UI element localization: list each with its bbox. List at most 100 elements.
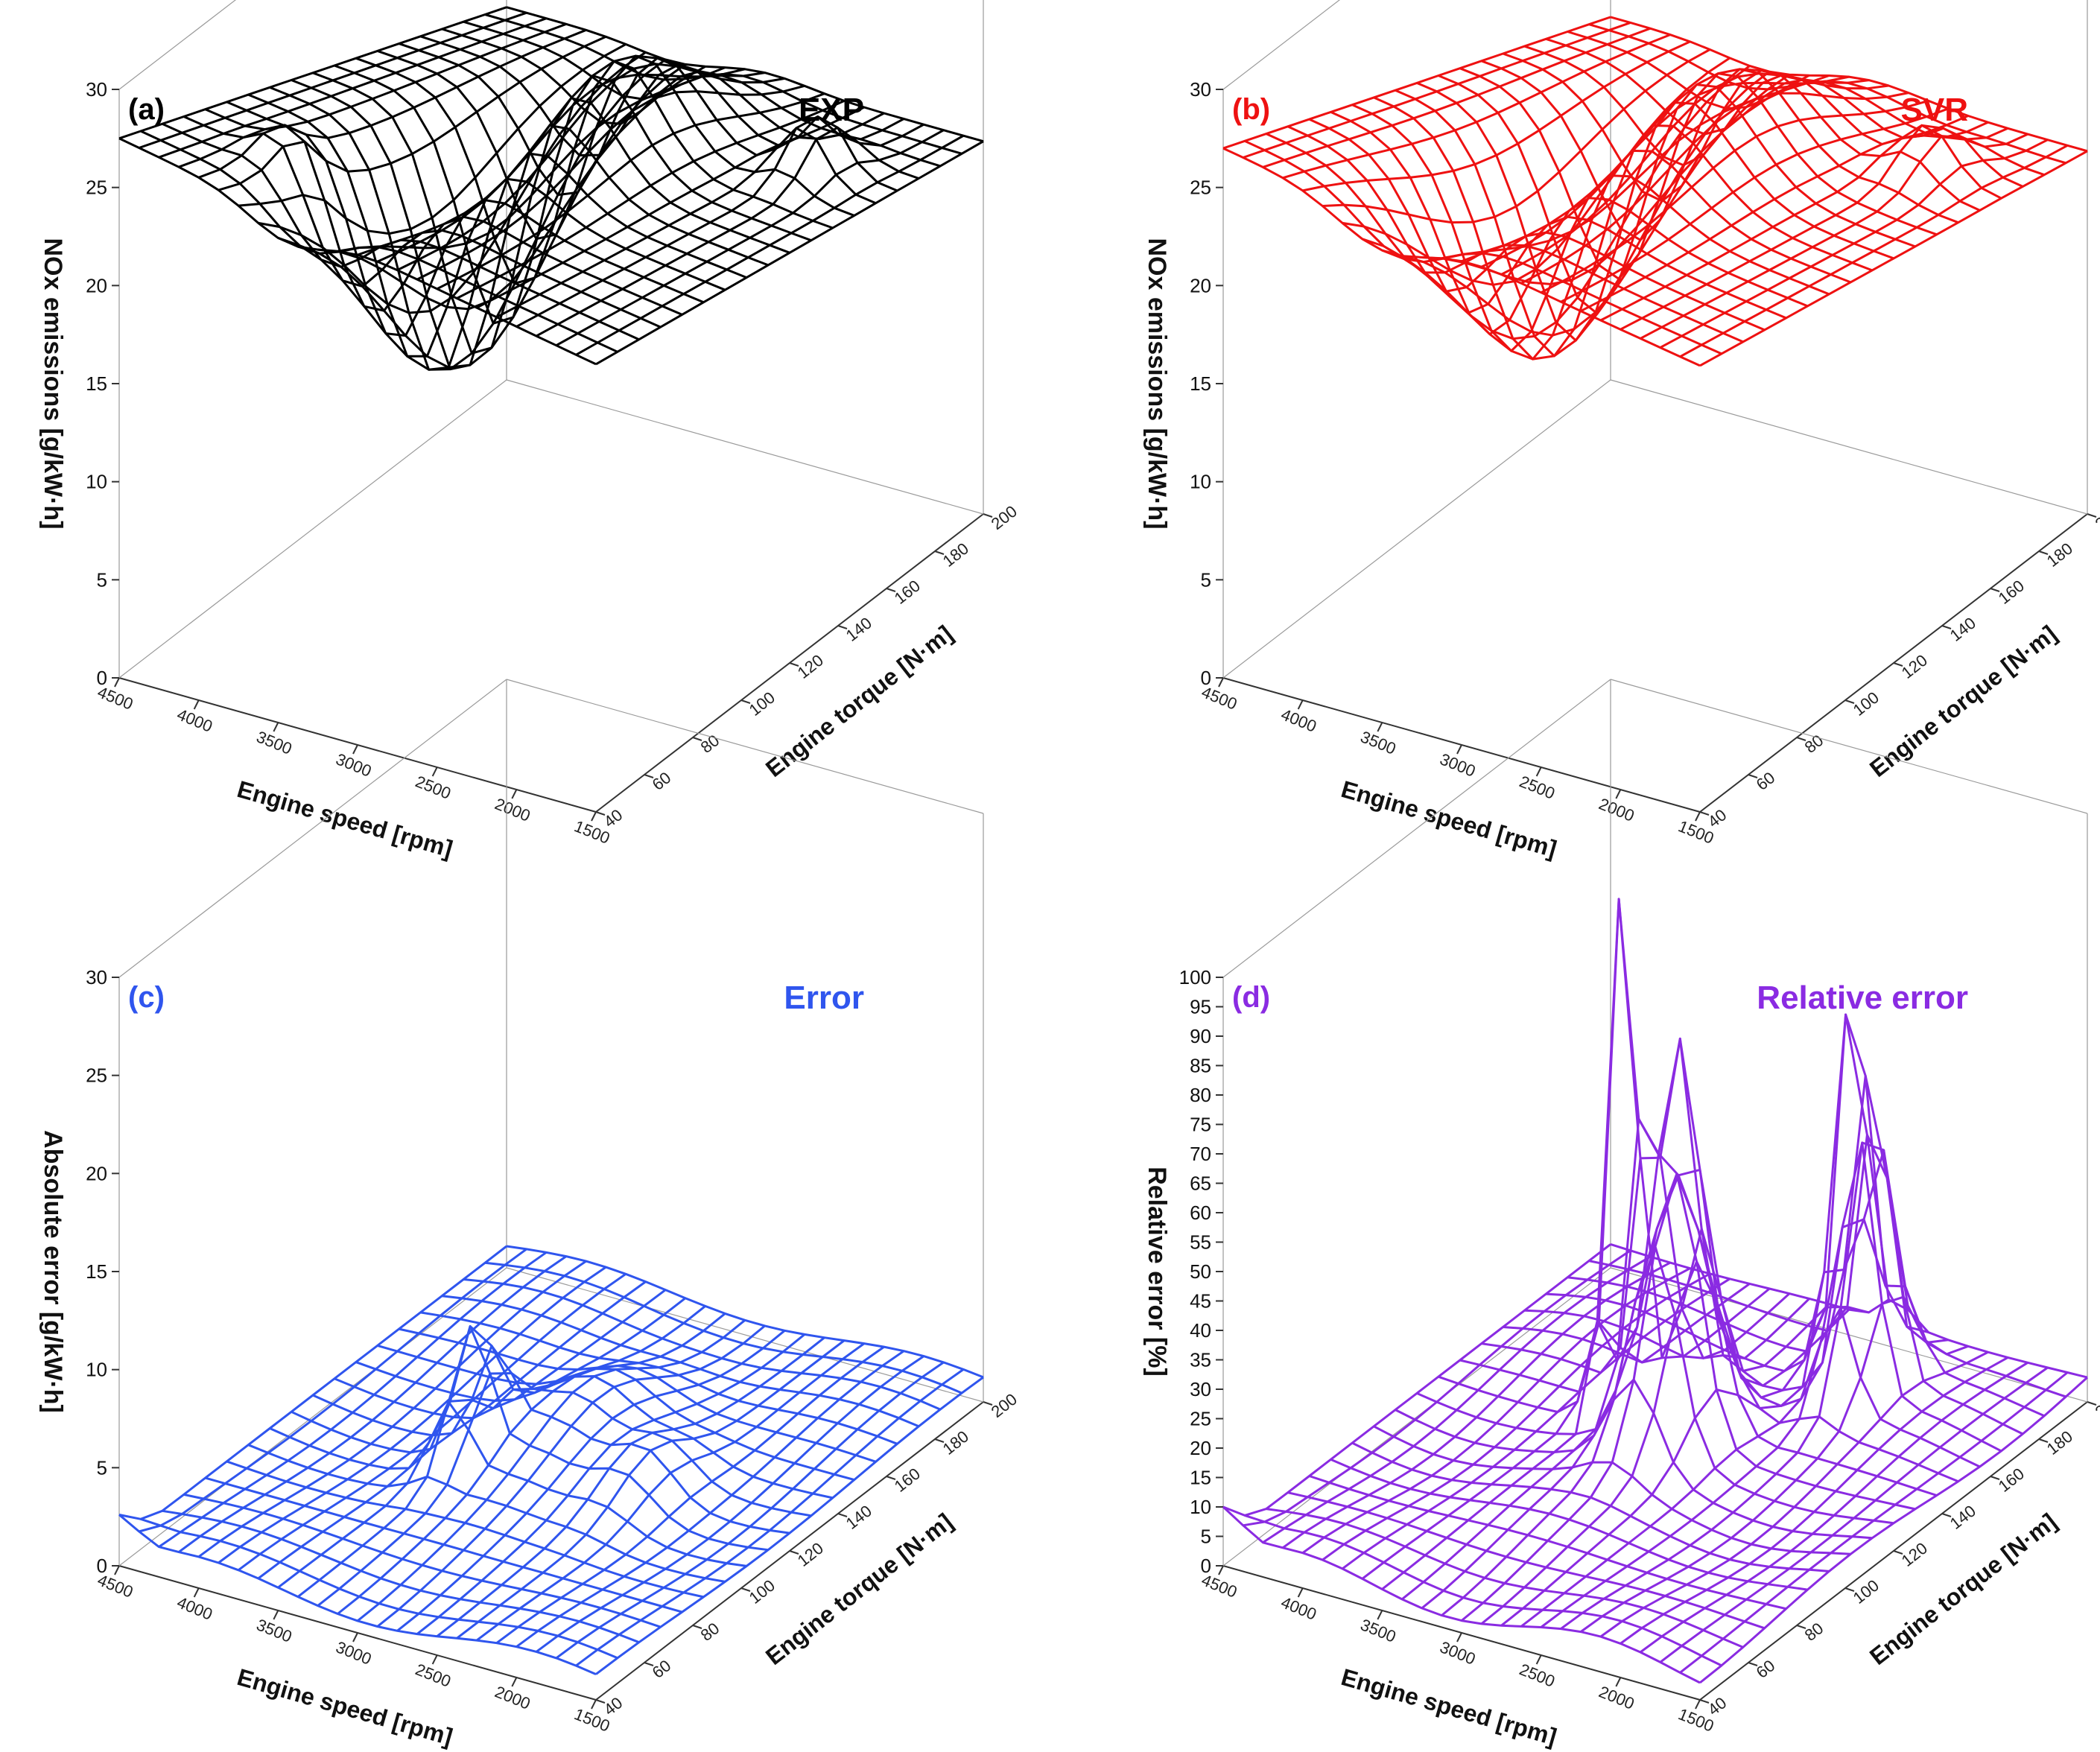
z-tick-label: 15 [1190,372,1211,395]
y-tick-label: 200 [2092,1390,2100,1421]
mesh-line-speed [178,1255,567,1553]
z-tick-label: 20 [86,274,107,296]
x-tick-label: 4500 [95,682,136,714]
y-tick-label: 60 [1753,1656,1779,1682]
x-tick-label: 2500 [413,1660,454,1691]
axis-box [118,679,984,1701]
z-tick-label: 85 [1190,1055,1211,1077]
x-tick-label: 3000 [1437,749,1478,781]
x-tick-label: 2000 [1596,794,1637,825]
x-tick-label: 3500 [254,1615,295,1646]
mesh-line-torque [442,1295,919,1428]
y-tick-label: 60 [1753,768,1779,794]
mesh-line-torque [1330,111,1808,336]
mesh-line-torque [1503,1228,1981,1468]
y-tick-mark [934,1438,945,1443]
y-axis-title: Engine torque [N·m] [1865,620,2062,782]
x-tick-mark [1218,677,1224,688]
panel-b: 0510152025304500400035003000250020001500… [1143,0,2100,863]
z-tick-label: 30 [86,78,107,101]
mesh-line-torque [506,6,984,143]
z-ticks: 0 5 10 15 20 25 30 [86,966,119,1577]
mesh-line-speed [1679,1371,2069,1674]
mesh-line-torque [1610,1242,2088,1379]
axis-line [1222,1267,1611,1567]
mesh-line-torque [291,1325,769,1552]
mesh-line-torque [140,1517,618,1660]
mesh-line-torque [1244,1514,1722,1667]
mesh-line-speed [1222,1243,1611,1517]
mesh-line-torque [312,1345,790,1534]
x-tick-label: 2000 [492,1682,533,1713]
z-tick-label: 35 [1190,1349,1211,1371]
mesh-line-speed [1342,1278,1731,1570]
mesh-line-torque [247,93,726,358]
z-tick-label: 0 [97,1555,107,1577]
x-tick-mark [193,699,200,710]
mesh-line-torque [1266,133,1744,343]
x-tick-label: 4500 [95,1570,136,1602]
x-tick-label: 3000 [333,1637,374,1669]
z-tick-label: 15 [86,372,107,395]
y-tick-mark [886,588,896,592]
mesh-line-torque [1309,1475,1786,1610]
x-tick-mark [431,766,438,777]
mesh-line-torque [334,1377,812,1517]
x-tick-mark [1695,811,1701,822]
y-tick-mark [1796,1625,1806,1629]
surface-mesh [118,1245,984,1675]
mesh-line-speed [1520,1074,1910,1628]
mesh-line-torque [419,35,898,192]
x-tick-label: 4000 [174,705,215,736]
x-tick-label: 4500 [1199,682,1240,714]
axis-line [506,679,984,814]
z-tick-label: 30 [1190,1378,1211,1400]
mesh-line-torque [1438,74,1916,315]
axis-line [118,379,507,679]
z-tick-label: 65 [1190,1172,1211,1195]
surface-mesh [1222,898,2089,1684]
y-tick-mark [1893,662,1903,667]
z-tick-label: 0 [1201,1555,1211,1577]
x-tick-label: 3500 [1358,727,1399,758]
x-tick-label: 2500 [1517,1660,1558,1691]
axis-line [118,1267,507,1567]
y-tick-label: 80 [697,731,723,757]
y-axis-title: Engine torque [N·m] [761,620,958,782]
mesh-line-speed [1560,1141,1949,1630]
x-tick-label: 3500 [254,727,295,758]
z-axis-title: Relative error [%] [1143,1167,1171,1377]
mesh-line-speed [1302,40,1691,192]
mesh-line-torque [1524,1141,2002,1453]
y-tick-mark [2087,1401,2097,1406]
panel-letter: (b) [1232,93,1270,126]
axis-line [506,1267,984,1403]
mesh-line-torque [1287,1491,1766,1630]
y-tick-mark [886,1476,896,1480]
z-axis-title: NOx emissions [g/kW·h] [1143,238,1171,529]
mesh-line-torque [1266,1508,1744,1648]
z-tick-label: 45 [1190,1290,1211,1313]
mesh-line-torque [226,1460,704,1599]
panel-c: 0510152025304500400035003000250020001500… [39,679,1021,1751]
x-tick-label: 3000 [1437,1637,1478,1669]
z-tick-label: 25 [86,1064,107,1087]
z-tick-label: 5 [1201,568,1211,591]
z-tick-label: 5 [97,1456,107,1479]
y-tick-mark [740,1587,751,1592]
z-tick-label: 20 [86,1162,107,1184]
y-tick-mark [983,513,993,518]
z-tick-label: 20 [1190,1437,1211,1459]
y-tick-mark [1748,774,1758,778]
y-tick-mark [1990,1476,2000,1480]
y-tick-mark [692,737,702,741]
surface-mesh [1222,16,2088,367]
mesh-line-torque [226,101,704,337]
x-tick-mark [114,677,120,688]
y-tick-mark [983,1401,993,1406]
z-ticks: 0 5 10 15 20 25 30 [86,78,119,689]
x-tick-label: 4000 [1278,1593,1319,1624]
